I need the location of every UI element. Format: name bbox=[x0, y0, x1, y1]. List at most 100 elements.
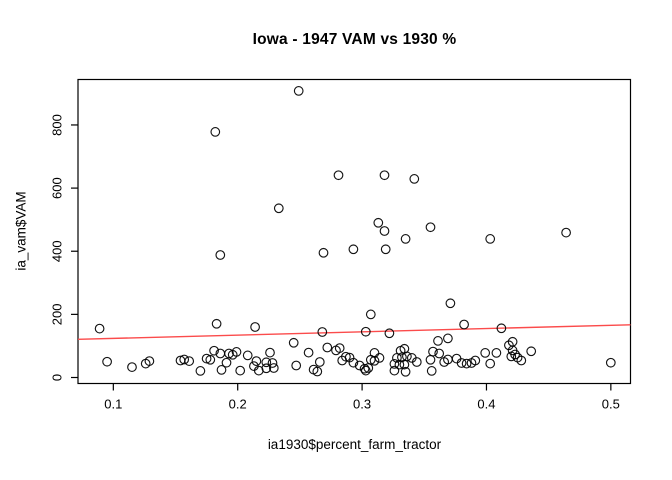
data-point bbox=[216, 365, 227, 375]
plot-box bbox=[77, 78, 632, 385]
data-point bbox=[510, 349, 520, 360]
data-point bbox=[318, 247, 329, 258]
data-point bbox=[127, 362, 137, 372]
y-tick-label: 200 bbox=[50, 304, 65, 326]
data-point bbox=[215, 250, 226, 260]
data-point bbox=[359, 363, 370, 374]
data-point bbox=[210, 127, 221, 137]
x-axis-label: ia1930$percent_farm_tractor bbox=[267, 437, 442, 452]
data-point bbox=[434, 348, 445, 359]
data-point bbox=[267, 358, 278, 368]
data-point bbox=[389, 359, 400, 369]
data-point bbox=[293, 86, 304, 96]
data-point bbox=[242, 350, 253, 361]
data-point bbox=[428, 346, 438, 357]
data-point bbox=[303, 347, 314, 358]
y-tick-label: 800 bbox=[50, 114, 65, 136]
data-point bbox=[516, 355, 527, 366]
data-point bbox=[433, 336, 443, 346]
data-point bbox=[402, 351, 412, 362]
data-point bbox=[209, 345, 219, 356]
data-point bbox=[425, 222, 436, 233]
data-point bbox=[322, 342, 333, 353]
data-point bbox=[235, 365, 246, 376]
y-tick-label: 400 bbox=[50, 240, 65, 262]
data-point bbox=[394, 359, 405, 370]
data-point bbox=[397, 352, 407, 363]
data-point bbox=[360, 365, 371, 376]
x-tick-label: 0.3 bbox=[353, 397, 371, 412]
data-point bbox=[526, 346, 537, 357]
data-point bbox=[341, 351, 351, 362]
regression-line bbox=[77, 324, 631, 341]
data-point bbox=[291, 360, 302, 371]
data-point bbox=[400, 366, 411, 377]
data-point bbox=[459, 319, 469, 330]
data-point bbox=[373, 217, 384, 228]
data-point bbox=[409, 174, 420, 184]
data-point bbox=[369, 355, 380, 366]
data-point bbox=[369, 348, 380, 358]
data-point bbox=[443, 333, 453, 344]
data-point bbox=[211, 318, 222, 329]
data-point bbox=[312, 366, 323, 377]
data-point bbox=[251, 356, 262, 366]
x-tick-label: 0.1 bbox=[104, 397, 122, 412]
data-point bbox=[231, 347, 242, 357]
data-point bbox=[374, 353, 385, 363]
data-point bbox=[250, 322, 260, 332]
data-point bbox=[360, 326, 371, 337]
data-point bbox=[354, 360, 365, 371]
data-point bbox=[379, 170, 390, 181]
data-point bbox=[314, 357, 325, 367]
data-point bbox=[491, 348, 502, 358]
x-tick-label: 0.2 bbox=[229, 397, 247, 412]
data-point bbox=[317, 327, 328, 337]
y-tick-label: 600 bbox=[50, 177, 65, 199]
x-tick-label: 0.5 bbox=[602, 397, 620, 412]
data-point bbox=[265, 347, 275, 358]
data-point bbox=[426, 366, 437, 376]
data-point bbox=[456, 358, 467, 368]
data-point bbox=[470, 355, 481, 366]
data-point bbox=[485, 234, 496, 244]
data-point bbox=[179, 354, 190, 365]
data-point bbox=[195, 366, 206, 376]
data-point bbox=[605, 357, 616, 368]
data-point bbox=[461, 358, 472, 369]
data-point bbox=[561, 227, 571, 238]
data-point bbox=[273, 203, 284, 214]
data-point bbox=[348, 244, 359, 255]
data-point bbox=[445, 298, 456, 309]
data-point bbox=[389, 365, 400, 376]
data-point bbox=[221, 357, 232, 368]
data-point bbox=[411, 357, 422, 367]
data-point bbox=[348, 357, 359, 368]
data-point bbox=[425, 354, 436, 365]
x-tick-label: 0.4 bbox=[477, 397, 495, 412]
data-point bbox=[249, 361, 259, 371]
data-point bbox=[380, 244, 391, 255]
data-point bbox=[102, 356, 112, 367]
data-point bbox=[496, 323, 507, 334]
data-point bbox=[205, 354, 216, 365]
data-point bbox=[365, 309, 376, 320]
data-point bbox=[400, 234, 411, 244]
chart-title: Iowa - 1947 VAM vs 1930 % bbox=[252, 31, 457, 48]
data-point bbox=[485, 358, 496, 369]
data-point bbox=[379, 226, 390, 236]
data-point bbox=[334, 343, 345, 353]
data-point bbox=[333, 170, 344, 181]
data-point bbox=[288, 337, 299, 348]
data-point bbox=[268, 363, 279, 373]
data-point bbox=[184, 356, 195, 366]
data-point bbox=[94, 323, 105, 334]
data-point bbox=[144, 356, 155, 366]
data-point bbox=[261, 363, 272, 374]
data-point bbox=[384, 328, 395, 339]
data-point bbox=[261, 357, 272, 368]
data-point bbox=[480, 348, 491, 358]
y-tick-label: 0 bbox=[50, 374, 65, 381]
